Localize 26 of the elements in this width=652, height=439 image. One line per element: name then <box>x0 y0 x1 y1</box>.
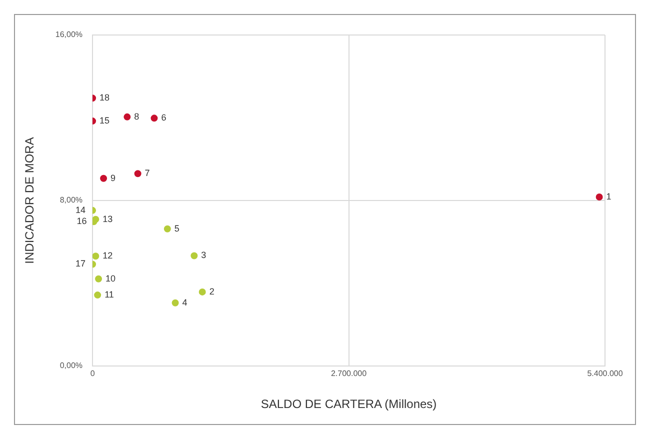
annotation: 4 <box>182 297 188 308</box>
annotation: 13 <box>102 214 113 224</box>
annotation: 3 <box>201 250 206 260</box>
x-axis-title: SALDO DE CARTERA (Millones) <box>260 397 437 412</box>
x-tick-label: 2.700.000 <box>330 369 368 378</box>
annotation: 11 <box>104 290 114 300</box>
x-tick-label: 0 <box>90 369 96 378</box>
y-tick-label: 0,00% <box>60 361 83 370</box>
annotation: 1 <box>606 191 612 202</box>
annotation: 2 <box>209 286 214 296</box>
annotation: 12 <box>102 250 113 261</box>
annotation: 6 <box>161 112 166 123</box>
x-tick-label: 5.400.000 <box>587 369 624 378</box>
annotation: 18 <box>100 92 110 103</box>
y-tick-label: 8,00% <box>60 196 83 205</box>
annotation: 7 <box>144 168 150 178</box>
annotation: 16 <box>76 216 87 226</box>
annotation: 9 <box>110 172 116 183</box>
annotation: 8 <box>134 111 140 122</box>
annotation: 17 <box>76 258 86 269</box>
y-axis-title: INDICADOR DE MORA <box>22 137 37 264</box>
y-tick-label: 16,00% <box>55 30 83 40</box>
annotation: 14 <box>76 204 86 215</box>
annotation: 5 <box>174 223 180 234</box>
annotation: 10 <box>106 273 116 284</box>
annotation: 15 <box>100 116 110 126</box>
